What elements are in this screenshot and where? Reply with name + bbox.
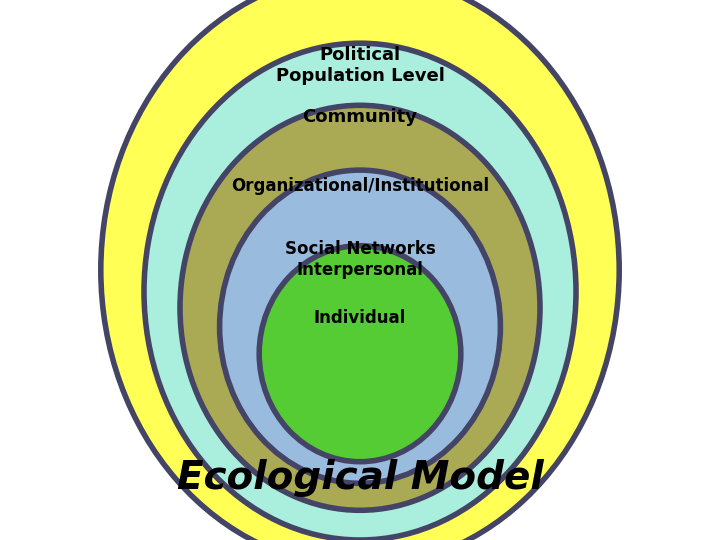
- Text: Ecological Model: Ecological Model: [176, 459, 544, 497]
- Ellipse shape: [144, 43, 576, 540]
- Text: Organizational/Institutional: Organizational/Institutional: [231, 177, 489, 195]
- Ellipse shape: [220, 170, 500, 483]
- Text: Social Networks
Interpersonal: Social Networks Interpersonal: [284, 240, 436, 279]
- Text: Individual: Individual: [314, 309, 406, 327]
- Text: Community: Community: [302, 108, 418, 126]
- Text: Political
Population Level: Political Population Level: [276, 46, 444, 85]
- Ellipse shape: [101, 0, 619, 540]
- Ellipse shape: [259, 246, 461, 462]
- Ellipse shape: [180, 105, 540, 510]
